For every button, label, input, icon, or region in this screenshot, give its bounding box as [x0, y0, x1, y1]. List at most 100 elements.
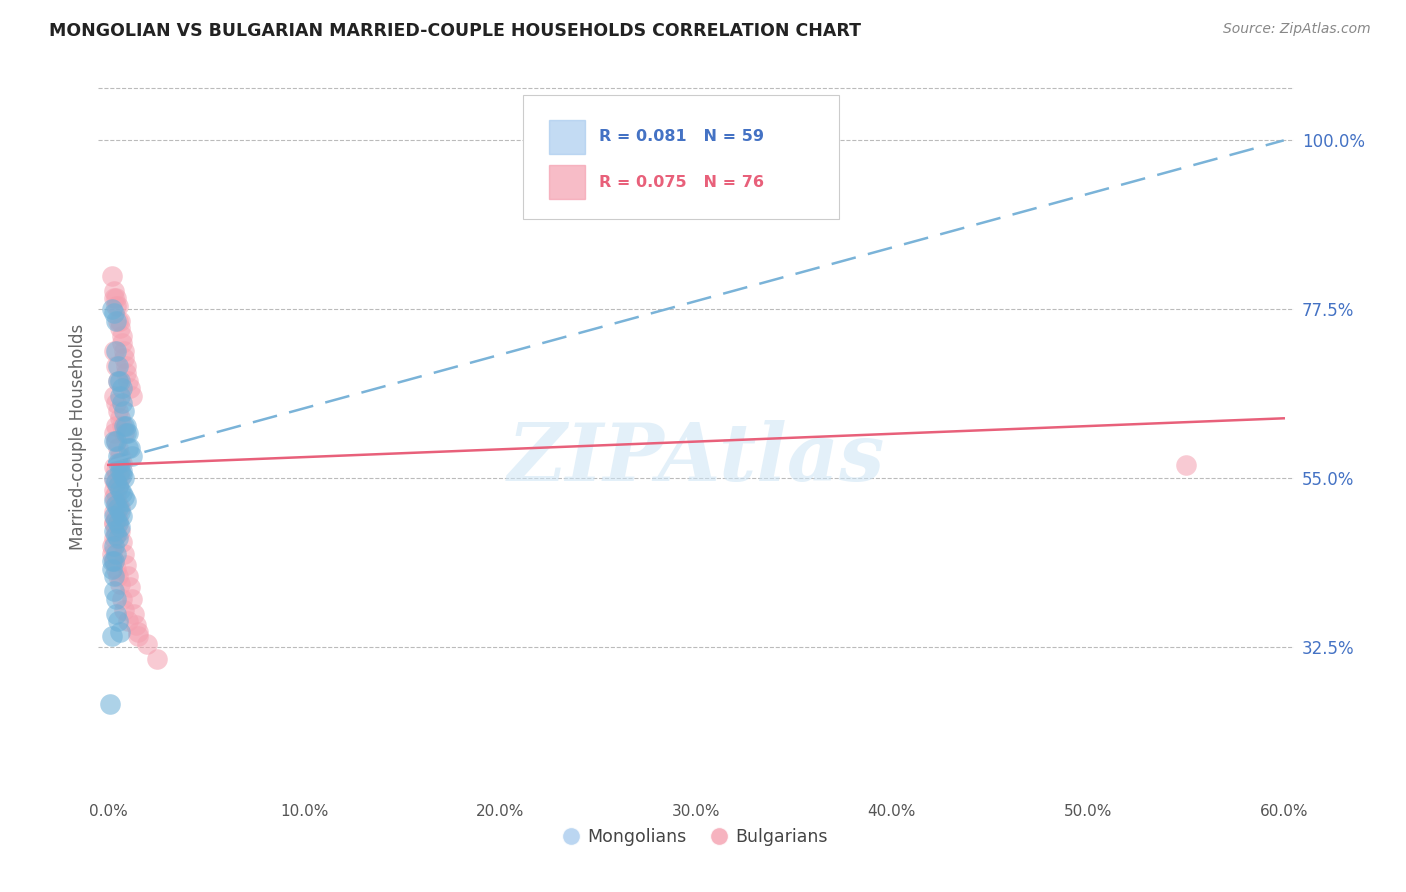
Point — [111, 508, 134, 523]
Point — [107, 359, 129, 373]
Point — [101, 561, 124, 575]
Point — [105, 524, 128, 538]
Point — [107, 467, 129, 482]
Point — [118, 442, 141, 456]
Point — [108, 625, 131, 640]
Point — [108, 501, 131, 516]
Point — [107, 442, 129, 456]
Point — [103, 539, 125, 553]
Point — [103, 508, 125, 523]
Point — [107, 516, 129, 531]
Point — [105, 475, 128, 490]
Point — [136, 637, 159, 651]
Point — [108, 524, 131, 538]
Point — [103, 569, 125, 583]
Point — [107, 498, 129, 512]
Point — [103, 291, 125, 305]
Point — [115, 426, 138, 441]
Point — [111, 467, 134, 482]
Point — [117, 569, 139, 583]
Point — [101, 268, 124, 283]
Point — [127, 625, 149, 640]
Point — [111, 328, 134, 343]
Point — [103, 284, 125, 298]
Point — [105, 494, 128, 508]
Bar — [548, 165, 585, 200]
Text: MONGOLIAN VS BULGARIAN MARRIED-COUPLE HOUSEHOLDS CORRELATION CHART: MONGOLIAN VS BULGARIAN MARRIED-COUPLE HO… — [49, 22, 862, 40]
Point — [107, 501, 129, 516]
Point — [103, 554, 125, 568]
Point — [112, 490, 135, 504]
Point — [103, 554, 125, 568]
Point — [103, 306, 125, 320]
Point — [118, 381, 141, 395]
Point — [111, 456, 134, 470]
Point — [117, 374, 139, 388]
Point — [103, 494, 125, 508]
Point — [101, 539, 124, 553]
Point — [107, 404, 129, 418]
Point — [108, 520, 131, 534]
Point — [98, 697, 121, 711]
Point — [1174, 458, 1197, 472]
Point — [117, 426, 139, 441]
Point — [105, 299, 128, 313]
Point — [105, 513, 128, 527]
Point — [103, 473, 125, 487]
Text: ZIPAtlas: ZIPAtlas — [508, 420, 884, 497]
Point — [118, 580, 141, 594]
Point — [111, 396, 134, 410]
Point — [103, 584, 125, 599]
Point — [108, 483, 131, 497]
Point — [122, 607, 145, 621]
Point — [146, 651, 169, 665]
Point — [115, 359, 138, 373]
Point — [103, 426, 125, 441]
Point — [115, 558, 138, 572]
Text: R = 0.075   N = 76: R = 0.075 N = 76 — [599, 175, 765, 190]
Point — [105, 418, 128, 433]
Point — [127, 629, 149, 643]
Point — [121, 389, 143, 403]
Point — [103, 524, 125, 538]
Point — [103, 343, 125, 358]
Point — [103, 505, 125, 519]
Text: Source: ZipAtlas.com: Source: ZipAtlas.com — [1223, 22, 1371, 37]
Point — [105, 547, 128, 561]
Point — [105, 498, 128, 512]
Point — [107, 479, 129, 493]
Point — [111, 336, 134, 351]
Point — [105, 343, 128, 358]
Point — [108, 464, 131, 478]
Point — [105, 434, 128, 448]
Point — [105, 396, 128, 410]
Point — [103, 434, 125, 448]
Point — [101, 554, 124, 568]
Point — [108, 321, 131, 335]
Point — [121, 449, 143, 463]
Point — [107, 374, 129, 388]
Point — [105, 475, 128, 490]
Point — [103, 516, 125, 531]
Point — [105, 291, 128, 305]
Text: R = 0.081   N = 59: R = 0.081 N = 59 — [599, 129, 765, 145]
Point — [108, 374, 131, 388]
Point — [112, 404, 135, 418]
Point — [111, 486, 134, 500]
Point — [112, 343, 135, 358]
Point — [111, 381, 134, 395]
Point — [103, 490, 125, 504]
Point — [107, 513, 129, 527]
Point — [105, 313, 128, 327]
Point — [101, 629, 124, 643]
Point — [108, 389, 131, 403]
Point — [111, 418, 134, 433]
Point — [105, 607, 128, 621]
Legend: Mongolians, Bulgarians: Mongolians, Bulgarians — [558, 822, 834, 853]
Point — [107, 456, 129, 470]
Point — [105, 591, 128, 606]
Point — [111, 535, 134, 549]
Point — [117, 614, 139, 628]
Point — [107, 479, 129, 493]
Point — [105, 359, 128, 373]
